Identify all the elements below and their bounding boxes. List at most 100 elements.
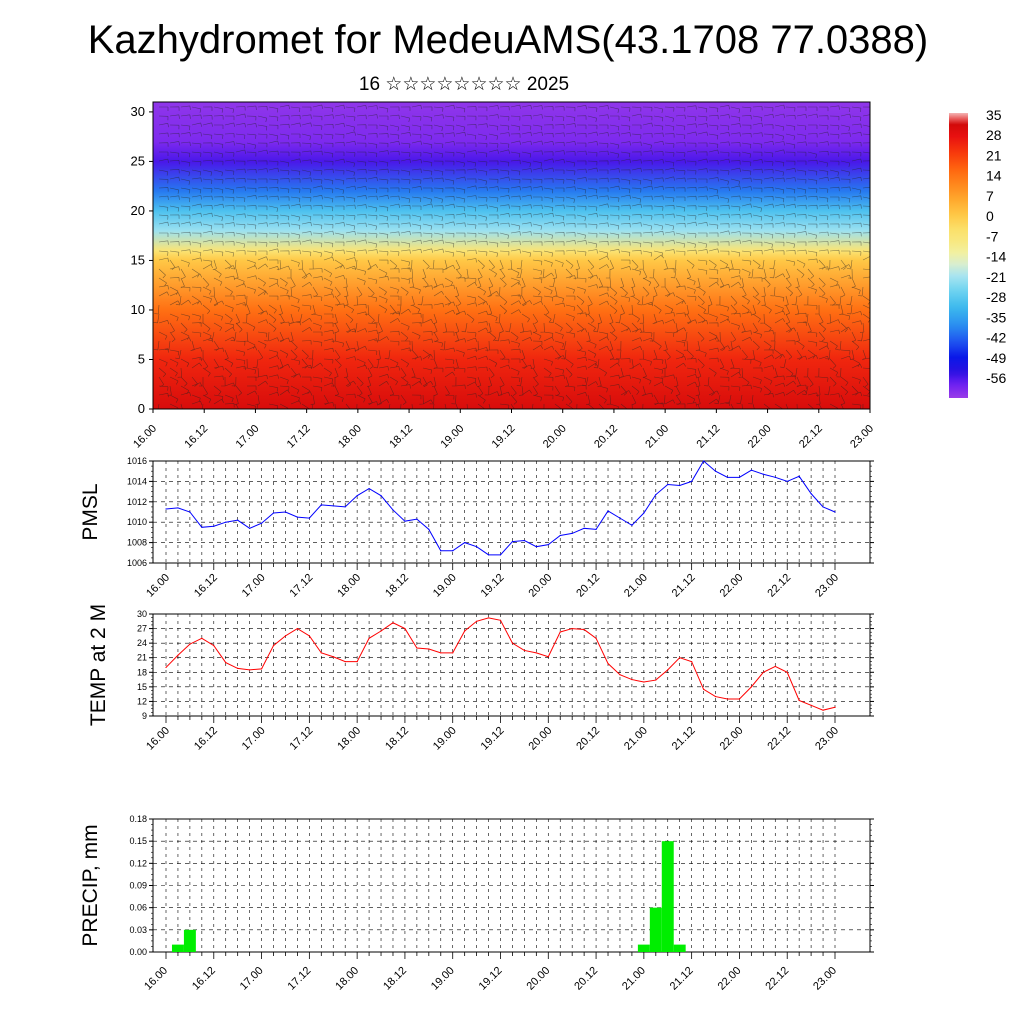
wind-barb	[268, 313, 277, 323]
wind-barb	[290, 373, 302, 378]
wind-barb	[829, 133, 840, 139]
wind-barb	[213, 385, 222, 395]
wind-barb	[807, 133, 818, 138]
wind-barb	[180, 299, 191, 306]
wind-barb	[585, 304, 590, 315]
wind-barb	[389, 394, 400, 400]
wind-barb	[466, 295, 477, 302]
wind-barb	[785, 268, 791, 280]
wind-barb	[191, 376, 198, 387]
wind-barb	[488, 277, 494, 289]
wind-barb	[543, 158, 554, 163]
wind-barb	[444, 331, 455, 336]
wind-barb	[467, 142, 477, 147]
wind-barb	[367, 264, 379, 270]
wind-barb	[664, 399, 676, 405]
wind-barb	[708, 241, 719, 246]
wind-barb	[752, 241, 763, 247]
wind-barb	[411, 286, 421, 294]
wind-barb	[213, 142, 224, 149]
wind-barb	[158, 367, 167, 378]
wind-barb	[829, 329, 840, 334]
wind-barb	[554, 115, 565, 122]
wind-barb	[422, 214, 433, 219]
wind-barb	[763, 330, 774, 335]
y-tick-label: 1006	[127, 558, 147, 568]
temp-line-point	[272, 644, 275, 647]
wind-barb	[210, 286, 215, 297]
wind-barb	[455, 367, 466, 373]
wind-barb	[609, 313, 614, 325]
wind-barb	[565, 169, 576, 175]
wind-barb	[752, 367, 763, 372]
wind-barb	[642, 214, 653, 220]
y-tick-label: 1010	[127, 517, 147, 527]
wind-barb	[708, 367, 717, 377]
pmsl-line-point	[260, 522, 263, 524]
wind-barb	[587, 349, 597, 358]
wind-barb	[730, 345, 742, 351]
wind-barb	[521, 151, 532, 158]
wind-barb	[356, 169, 367, 174]
wind-barb	[840, 106, 851, 113]
wind-barb	[609, 249, 620, 254]
wind-barb	[598, 394, 607, 404]
temp-line-point	[786, 671, 788, 673]
wind-barb	[510, 249, 521, 254]
wind-barb	[598, 203, 609, 208]
wind-barb	[158, 385, 169, 391]
wind-barb	[708, 223, 719, 230]
wind-barb	[367, 322, 378, 328]
temp-line-point	[368, 637, 370, 639]
wind-barb	[532, 105, 543, 110]
pmsl-line-point	[834, 511, 836, 513]
wind-barb	[246, 214, 257, 221]
wind-barb	[345, 257, 357, 262]
wind-barb	[301, 239, 312, 244]
wind-barb	[829, 232, 840, 239]
wind-barb	[368, 124, 378, 129]
wind-barb	[543, 141, 554, 146]
wind-barb	[257, 133, 268, 139]
wind-barb	[422, 259, 430, 270]
wind-barb	[675, 114, 686, 120]
wind-barb	[497, 385, 503, 396]
wind-barb	[477, 232, 488, 239]
wind-barb	[191, 362, 202, 369]
wind-barb	[686, 367, 697, 374]
wind-barb	[213, 232, 224, 238]
wind-barb	[664, 160, 675, 167]
wind-barb	[642, 106, 653, 112]
wind-barb	[730, 132, 741, 137]
wind-barb	[158, 187, 169, 192]
wind-barb	[433, 340, 443, 348]
wind-barb	[312, 115, 323, 121]
wind-barb	[840, 223, 851, 229]
wind-barb	[774, 375, 785, 380]
wind-barb	[554, 124, 565, 129]
wind-barb	[609, 196, 620, 202]
y-tick-label: 0.06	[129, 903, 147, 913]
wind-barb	[719, 385, 730, 391]
wind-barb	[719, 267, 730, 272]
wind-barb	[268, 115, 279, 122]
wind-barb	[499, 115, 510, 121]
pmsl-line-point	[464, 542, 466, 544]
wind-barb	[367, 160, 378, 167]
wind-barb	[400, 196, 411, 203]
wind-barb	[565, 385, 576, 392]
wind-barb	[532, 277, 543, 284]
wind-barb	[620, 178, 631, 185]
wind-barb	[774, 196, 785, 203]
wind-barb	[356, 160, 367, 167]
pmsl-line-point	[511, 540, 514, 543]
wind-barb	[752, 187, 763, 193]
wind-barb	[367, 169, 378, 175]
wind-barb	[609, 168, 620, 173]
precip-bar	[171, 944, 184, 952]
temp-line-point	[738, 698, 741, 700]
wind-barb	[235, 160, 246, 166]
x-tick-label: 16.00	[142, 965, 170, 993]
wind-barb	[389, 231, 400, 236]
wind-barb	[323, 151, 334, 158]
